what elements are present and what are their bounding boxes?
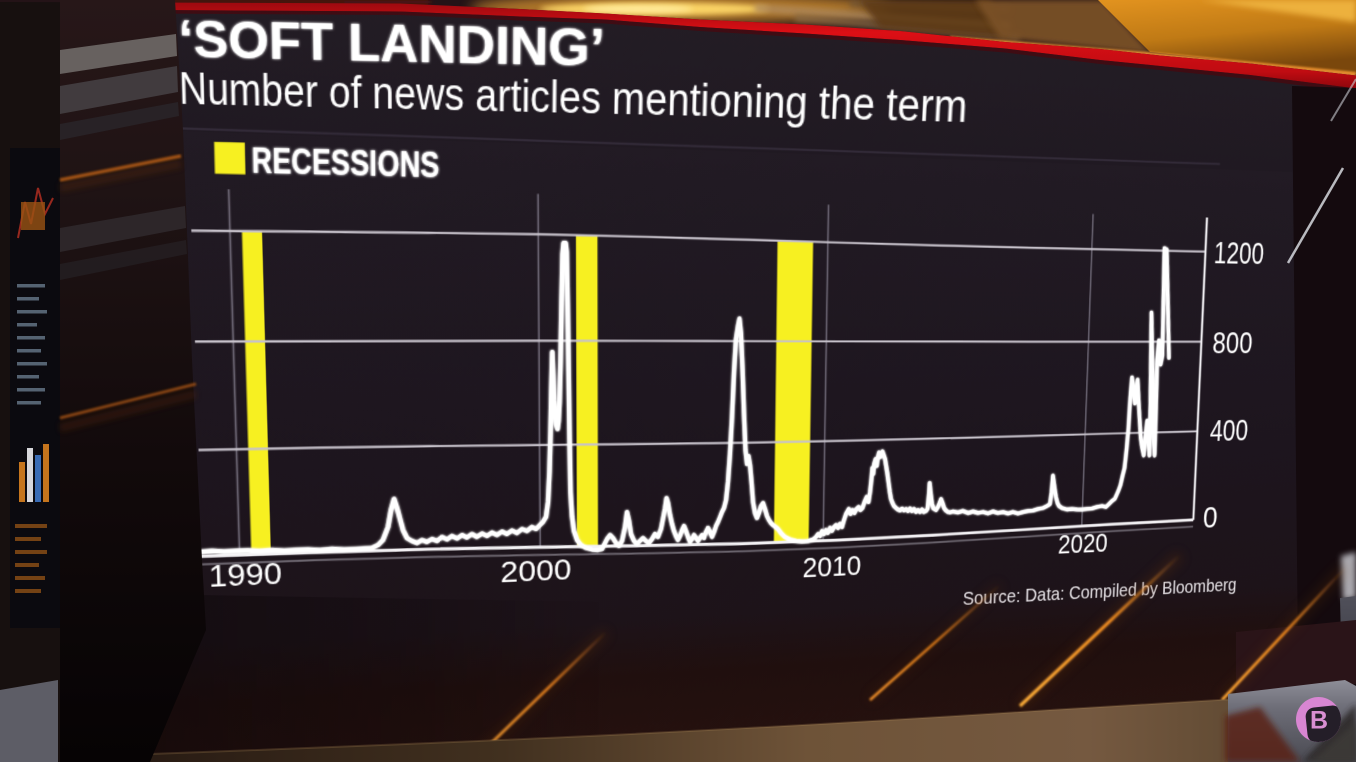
svg-text:2010: 2010 <box>802 549 861 584</box>
svg-text:B: B <box>1310 707 1328 735</box>
svg-text:2020: 2020 <box>1058 527 1109 560</box>
svg-text:RECESSIONS: RECESSIONS <box>251 140 439 186</box>
svg-text:400: 400 <box>1209 414 1249 448</box>
svg-text:0: 0 <box>1202 500 1218 534</box>
svg-text:1200: 1200 <box>1213 235 1265 271</box>
svg-text:1990: 1990 <box>208 555 282 594</box>
svg-text:2000: 2000 <box>500 552 571 589</box>
svg-text:800: 800 <box>1212 326 1254 360</box>
